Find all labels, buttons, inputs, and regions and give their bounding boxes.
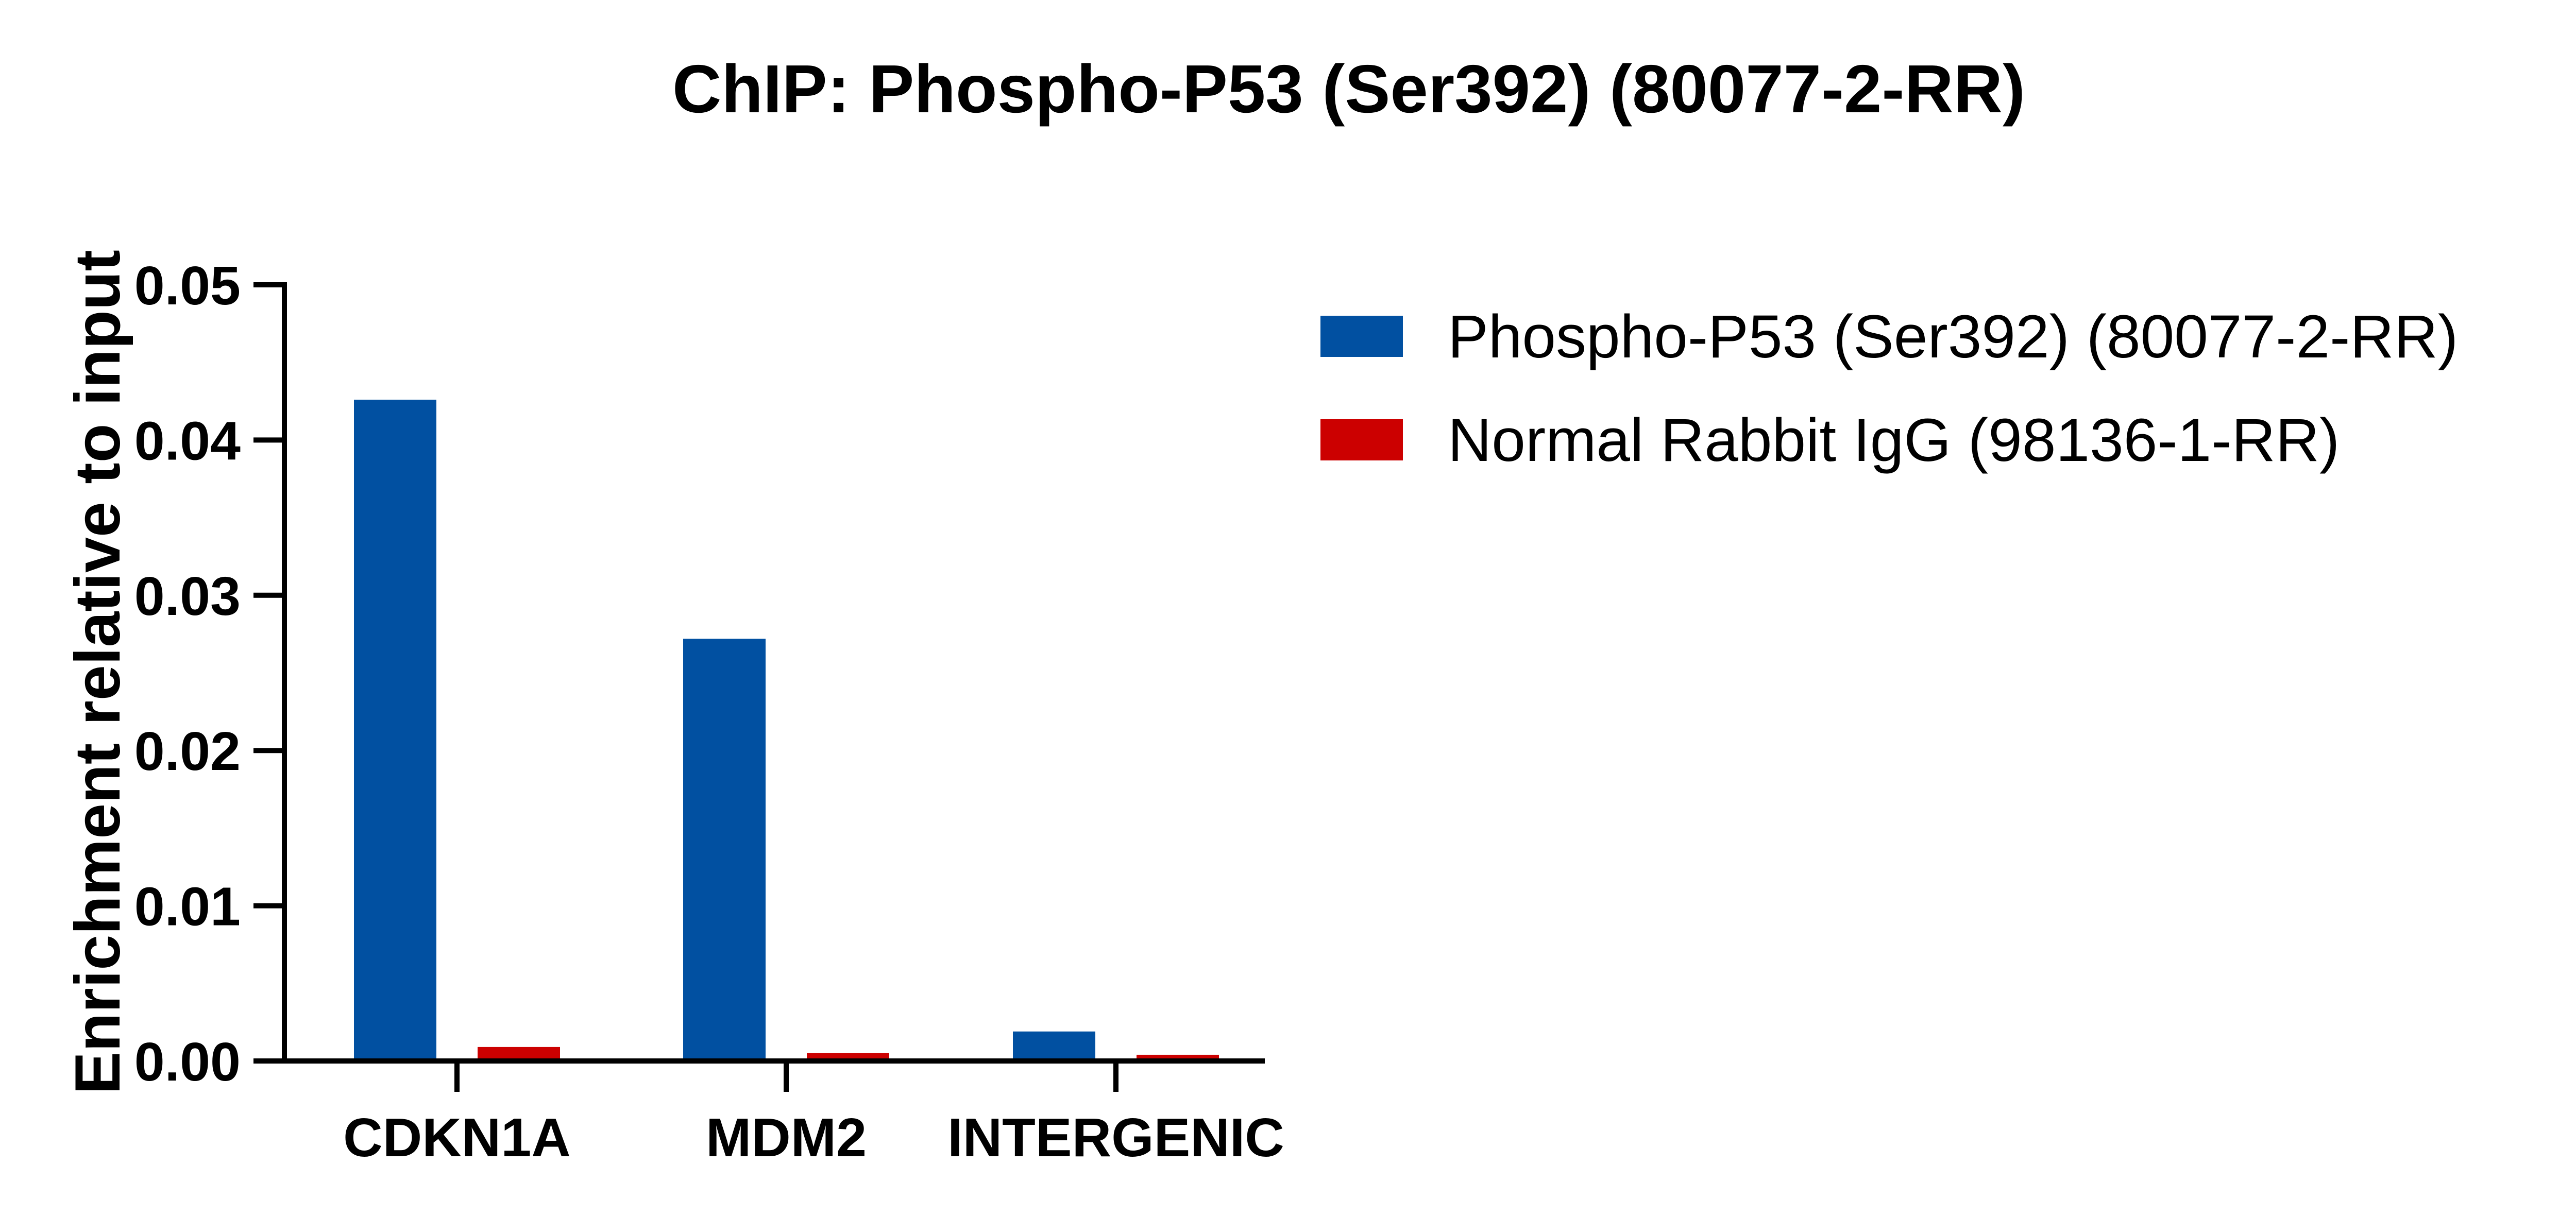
bar-phospho-p53-intergenic xyxy=(1013,1031,1095,1061)
y-tick-label: 0.03 xyxy=(134,566,241,627)
x-tick-label-cdkn1a: CDKN1A xyxy=(343,1107,571,1168)
x-tick-label-mdm2: MDM2 xyxy=(706,1107,867,1168)
y-axis-ticks: 0.00 0.01 0.02 0.03 0.04 0.05 xyxy=(134,255,284,1092)
y-tick-label: 0.01 xyxy=(134,877,241,937)
y-tick-label: 0.00 xyxy=(134,1032,241,1092)
y-tick-label: 0.05 xyxy=(134,255,241,316)
y-axis-label: Enrichment relative to input xyxy=(62,250,133,1094)
x-axis-ticks: CDKN1A MDM2 INTERGENIC xyxy=(343,1061,1284,1168)
bar-phospho-p53-cdkn1a xyxy=(354,400,436,1061)
chart-title: ChIP: Phospho-P53 (Ser392) (80077-2-RR) xyxy=(672,51,2025,127)
legend-label-phospho-p53: Phospho-P53 (Ser392) (80077-2-RR) xyxy=(1448,303,2458,371)
legend-swatch-phospho-p53 xyxy=(1320,316,1403,357)
x-tick-label-intergenic: INTERGENIC xyxy=(947,1107,1284,1168)
y-tick-label: 0.02 xyxy=(134,721,241,782)
legend-label-normal-rabbit-igg: Normal Rabbit IgG (98136-1-RR) xyxy=(1448,406,2340,474)
legend-swatch-normal-rabbit-igg xyxy=(1320,419,1403,460)
bar-phospho-p53-mdm2 xyxy=(683,639,766,1061)
legend: Phospho-P53 (Ser392) (80077-2-RR) Normal… xyxy=(1320,303,2458,474)
y-tick-label: 0.04 xyxy=(134,410,241,471)
